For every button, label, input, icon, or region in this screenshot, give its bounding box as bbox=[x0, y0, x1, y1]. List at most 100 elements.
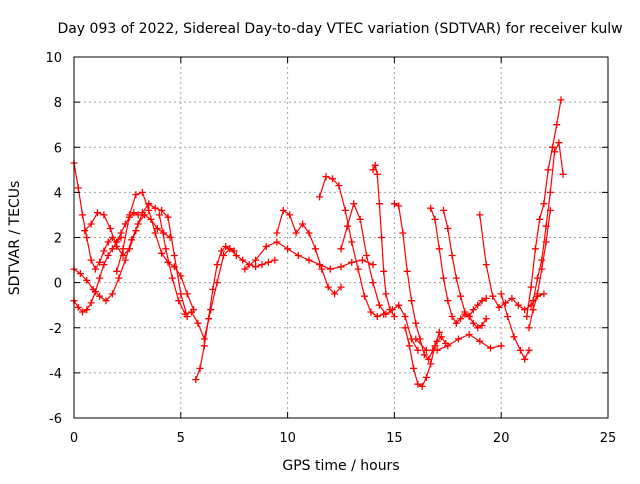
data-point bbox=[371, 161, 379, 169]
data-point bbox=[395, 202, 403, 210]
data-point bbox=[523, 313, 531, 320]
data-point bbox=[510, 333, 518, 341]
data-point bbox=[192, 376, 200, 384]
data-point bbox=[331, 290, 339, 298]
data-point bbox=[273, 238, 281, 246]
series-line bbox=[319, 176, 384, 318]
series-track-20 bbox=[523, 96, 565, 320]
data-point bbox=[540, 200, 548, 208]
data-point bbox=[87, 256, 95, 264]
data-point bbox=[482, 294, 490, 302]
data-point bbox=[87, 220, 95, 228]
data-point bbox=[350, 200, 358, 208]
data-point bbox=[209, 285, 217, 293]
data-point bbox=[74, 303, 82, 311]
data-point bbox=[521, 306, 529, 314]
data-point bbox=[431, 342, 439, 350]
series-track-22 bbox=[525, 206, 554, 332]
series-line bbox=[526, 99, 562, 317]
data-point bbox=[245, 261, 253, 269]
data-point bbox=[348, 238, 356, 246]
data-point bbox=[465, 313, 473, 320]
series-track-10 bbox=[316, 173, 388, 320]
data-point bbox=[427, 204, 435, 212]
data-point bbox=[220, 252, 227, 259]
data-point bbox=[311, 245, 319, 253]
data-point bbox=[241, 265, 249, 273]
data-point bbox=[538, 265, 546, 273]
data-point bbox=[273, 229, 281, 237]
data-point bbox=[422, 346, 430, 354]
data-point bbox=[531, 245, 539, 253]
series-track-11 bbox=[337, 200, 422, 354]
data-point bbox=[343, 222, 351, 230]
data-point bbox=[375, 301, 383, 309]
x-axis-title: GPS time / hours bbox=[282, 458, 399, 474]
data-point bbox=[555, 139, 563, 147]
data-point bbox=[420, 351, 428, 359]
y-tick-label: 2 bbox=[54, 232, 62, 247]
data-point bbox=[132, 191, 140, 199]
data-point bbox=[363, 252, 371, 259]
data-point bbox=[405, 342, 413, 350]
data-point bbox=[96, 258, 104, 266]
data-point bbox=[437, 333, 445, 341]
data-point bbox=[476, 211, 484, 219]
data-point bbox=[521, 355, 529, 363]
data-point bbox=[431, 215, 439, 223]
data-point bbox=[516, 346, 524, 354]
data-point bbox=[378, 234, 386, 241]
data-point bbox=[433, 346, 441, 354]
series-track-13 bbox=[390, 200, 450, 363]
series-track-15 bbox=[427, 204, 490, 332]
data-point bbox=[94, 209, 101, 217]
data-point bbox=[79, 211, 86, 219]
data-point bbox=[126, 211, 133, 219]
data-point bbox=[76, 270, 84, 278]
data-point bbox=[390, 313, 398, 320]
series-line bbox=[532, 142, 564, 301]
data-point bbox=[117, 234, 125, 241]
data-point bbox=[457, 315, 465, 323]
data-point bbox=[525, 346, 533, 354]
data-point bbox=[286, 211, 294, 219]
data-point bbox=[158, 249, 166, 257]
data-point bbox=[279, 206, 287, 214]
data-point bbox=[465, 331, 473, 338]
data-point bbox=[188, 308, 195, 316]
data-point bbox=[390, 200, 398, 208]
data-point bbox=[425, 355, 433, 363]
data-point bbox=[155, 211, 163, 219]
data-point bbox=[348, 258, 356, 266]
data-point bbox=[151, 204, 159, 212]
data-point bbox=[457, 292, 465, 300]
data-point bbox=[382, 310, 390, 318]
data-point bbox=[514, 301, 522, 309]
data-point bbox=[100, 261, 108, 269]
data-point bbox=[79, 308, 86, 316]
data-point bbox=[81, 227, 89, 235]
data-point bbox=[369, 261, 377, 269]
series-track-19 bbox=[497, 290, 533, 363]
data-point bbox=[435, 245, 443, 253]
data-point bbox=[373, 170, 381, 178]
data-point bbox=[469, 306, 477, 314]
data-point bbox=[448, 313, 456, 320]
data-point bbox=[414, 380, 422, 388]
series-line bbox=[73, 237, 122, 313]
y-tick-label: 6 bbox=[54, 141, 62, 156]
data-point bbox=[96, 274, 104, 282]
data-point bbox=[138, 188, 146, 196]
series-track-9 bbox=[273, 206, 345, 298]
data-point bbox=[252, 263, 260, 271]
data-point bbox=[474, 324, 482, 332]
data-point bbox=[412, 335, 420, 343]
data-point bbox=[106, 225, 114, 232]
data-point bbox=[305, 229, 313, 237]
data-point bbox=[410, 364, 418, 372]
data-point bbox=[217, 247, 225, 255]
y-tick-label: 10 bbox=[45, 51, 62, 66]
data-point bbox=[213, 279, 221, 287]
data-point bbox=[200, 335, 208, 343]
